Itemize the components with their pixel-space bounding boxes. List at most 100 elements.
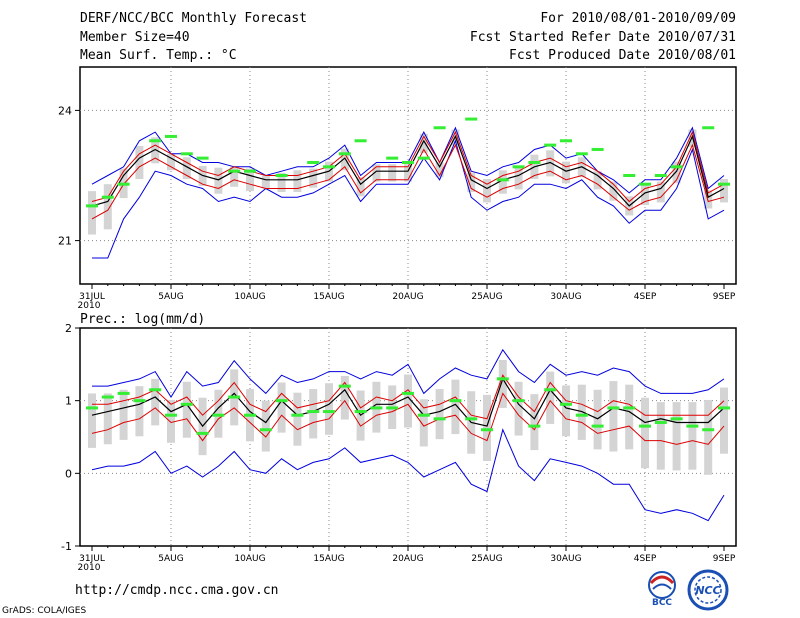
precip-observation-marker: [607, 406, 620, 410]
precip-observation-marker: [149, 388, 162, 392]
temp-observation-marker: [433, 126, 446, 130]
temp-observation-marker: [496, 178, 509, 182]
precip-ytick-label: -1: [61, 540, 72, 553]
precip-observation-marker: [575, 413, 588, 417]
temp-observation-marker: [338, 152, 351, 156]
temp-xtick-label: 25AUG: [471, 292, 502, 302]
precip-member-bar: [167, 399, 175, 443]
temp-xtick-label: 15AUG: [313, 292, 344, 302]
temp-observation-marker: [702, 126, 715, 130]
precip-observation-marker: [654, 420, 667, 424]
temp-observation-marker: [323, 165, 335, 169]
temp-member-bar: [388, 164, 397, 182]
precip-ytick-label: 2: [65, 322, 72, 335]
temp-observation-marker: [354, 139, 367, 143]
temp-xtick-label: 30AUG: [550, 292, 581, 302]
precip-observation-marker: [212, 413, 225, 417]
temp-member-bar: [214, 167, 223, 194]
precip-member-bar: [261, 400, 270, 452]
precip-observation-marker: [686, 424, 699, 428]
precip-observation-marker: [528, 424, 541, 428]
precip-observation-marker: [259, 428, 272, 432]
precip-xtick-label: 31JUL: [79, 554, 105, 564]
temp-member-bar: [656, 181, 665, 203]
temp-low-percentile-line: [91, 143, 725, 220]
temp-observation-marker: [654, 174, 667, 177]
temp-member-bar: [293, 170, 302, 192]
temp-member-bar: [720, 178, 728, 203]
precip-observation-marker: [670, 417, 683, 421]
precip-observation-marker: [323, 410, 335, 414]
precip-observation-marker: [117, 391, 130, 395]
precip-member-bar: [498, 359, 507, 408]
bcc-logo-text: BCC: [652, 598, 672, 608]
temp-observation-marker: [560, 139, 572, 143]
precip-xtick-label: 25AUG: [471, 554, 502, 564]
precip-observation-marker: [591, 424, 604, 428]
member-size-label: Member Size=40: [80, 30, 190, 45]
precip-member-bar: [293, 392, 302, 446]
temp-member-bar: [182, 157, 191, 179]
precip-member-bar: [325, 383, 333, 435]
forecast-period: For 2010/08/01-2010/09/09: [540, 11, 736, 26]
temp-observation-marker: [180, 152, 193, 156]
precip-member-bar: [720, 387, 728, 454]
temp-observation-marker: [386, 156, 399, 160]
precip-observation-marker: [402, 391, 414, 395]
precip-observation-marker: [481, 428, 493, 432]
precip-observation-marker: [101, 395, 114, 399]
temp-observation-marker: [465, 117, 478, 121]
temp-member-bar: [230, 166, 239, 187]
precip-member-bar: [88, 393, 96, 448]
temp-observation-marker: [591, 147, 604, 151]
precip-observation-marker: [370, 406, 383, 410]
temp-xtick-label: 5AUG: [158, 292, 183, 302]
temp-observation-marker: [196, 156, 209, 160]
precip-member-bar: [182, 381, 191, 438]
precip-observation-marker: [512, 399, 525, 403]
temp-observation-marker: [639, 182, 651, 186]
precip-x-year-label: 2010: [78, 563, 101, 573]
precip-observation-marker: [275, 399, 288, 403]
temp-observation-marker: [623, 174, 636, 177]
temp-member-bar: [88, 191, 96, 235]
precip-observation-marker: [244, 413, 256, 417]
precip-title: Prec.: log(mm/d): [80, 312, 205, 327]
precip-observation-marker: [433, 417, 446, 421]
precip-member-bar: [625, 384, 634, 450]
precip-observation-marker: [718, 406, 730, 410]
temp-observation-marker: [544, 143, 557, 147]
temp-member-bar: [135, 145, 144, 179]
precip-observation-marker: [354, 410, 367, 414]
precip-member-bar: [593, 389, 602, 450]
temp-member-bar: [419, 133, 428, 153]
temp-member-bar: [641, 183, 649, 206]
precip-member-bar: [483, 394, 491, 461]
temp-member-bar: [593, 171, 602, 190]
temp-observation-marker: [149, 139, 162, 143]
precip-min-line: [91, 428, 725, 522]
precip-member-bar: [451, 379, 460, 435]
precip-member-bar: [672, 402, 681, 471]
temp-member-bar: [704, 190, 713, 209]
precip-observation-marker: [544, 388, 557, 392]
temp-observation-marker: [670, 165, 683, 169]
temp-observation-marker: [165, 134, 177, 138]
temp-member-bar: [435, 162, 444, 178]
precip-member-bar: [562, 385, 570, 437]
precip-observation-marker: [702, 428, 715, 432]
precip-member-bar: [704, 399, 713, 475]
precip-member-bar: [135, 386, 144, 437]
temp-member-bar: [167, 153, 175, 171]
precip-xtick-label: 10AUG: [234, 554, 265, 564]
precip-observation-marker: [165, 413, 177, 417]
temp-x-year-label: 2010: [78, 301, 101, 311]
temp-xtick-label: 10AUG: [234, 292, 265, 302]
precip-member-bar: [577, 384, 586, 440]
website-url[interactable]: http://cmdp.ncc.cma.gov.cn: [75, 583, 279, 598]
precip-member-bar: [277, 382, 286, 433]
precip-observation-marker: [228, 395, 241, 399]
precip-xtick-label: 9SEP: [713, 554, 736, 564]
temp-observation-marker: [86, 204, 98, 208]
